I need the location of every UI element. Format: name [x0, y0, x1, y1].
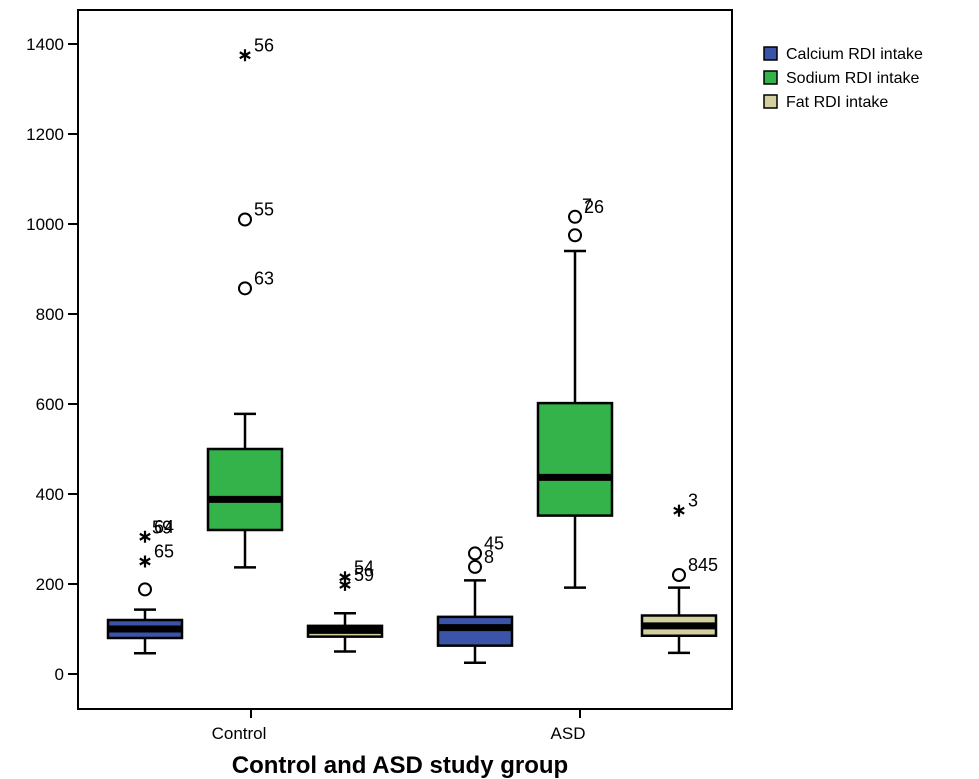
outlier-circle-marker [138, 582, 152, 597]
outlier-star-marker [239, 49, 251, 62]
iqr-box [436, 615, 514, 647]
legend-label: Sodium RDI intake [786, 70, 919, 87]
outlier-star-marker [339, 571, 351, 584]
x-axis: Control ASD [212, 709, 586, 743]
box-calcium-rdi-intake-asd: 845 [436, 533, 514, 664]
legend-swatch [763, 94, 778, 109]
outlier-case-label: 54 [354, 557, 374, 577]
box-sodium-rdi-intake-control: 63 55 56 [206, 35, 284, 569]
outlier-star-marker [139, 530, 151, 543]
outlier-case-label: 8 [484, 547, 494, 567]
outlier-circle-marker [468, 546, 482, 561]
outlier-case-label: 55 [254, 200, 274, 220]
outlier-circle-marker [568, 209, 582, 224]
box-sodium-rdi-intake-asd: 267 [536, 196, 614, 589]
outlier-circle-marker [238, 281, 252, 296]
outlier-case-label: 845 [688, 555, 718, 575]
legend-label: Calcium RDI intake [786, 46, 923, 63]
outlier-case-label: 59 [354, 565, 374, 585]
y-tick-label: 400 [36, 485, 64, 504]
y-tick-label: 800 [36, 305, 64, 324]
y-tick-label: 1400 [26, 35, 64, 54]
y-tick-label: 200 [36, 575, 64, 594]
legend-swatch [763, 46, 778, 61]
plot-frame [77, 9, 733, 710]
outlier-case-label: 59 [152, 517, 172, 537]
y-tick-label: 0 [55, 665, 64, 684]
legend-label: Fat RDI intake [786, 94, 888, 111]
outlier-case-label: 26 [584, 197, 604, 217]
outlier-circle-marker [468, 559, 482, 574]
outlier-case-label: 63 [254, 268, 274, 288]
outlier-case-label: 56 [254, 35, 274, 55]
box-fat-rdi-intake-asd: 845 3 [640, 491, 718, 655]
outlier-circle-marker [568, 228, 582, 243]
outlier-case-label: 64 [154, 517, 174, 537]
outlier-star-marker [139, 555, 151, 568]
outlier-circle-marker [672, 568, 686, 582]
iqr-box [206, 447, 284, 532]
outlier-case-label: 7 [582, 196, 592, 216]
y-tick-label: 1000 [26, 215, 64, 234]
x-tick-label: Control [212, 724, 267, 743]
y-tick-label: 600 [36, 395, 64, 414]
outlier-case-label: 3 [688, 491, 698, 511]
outlier-case-label: 65 [154, 542, 174, 562]
legend: Calcium RDI intake Sodium RDI intake Fat R… [763, 46, 923, 111]
y-tick-label: 1200 [26, 125, 64, 144]
legend-swatch [763, 70, 778, 85]
outlier-star-marker [673, 504, 685, 517]
x-tick-label: ASD [551, 724, 586, 743]
y-axis: 0 200 400 600 800 1000 1200 1400 [26, 35, 78, 684]
iqr-box [536, 401, 614, 517]
outlier-circle-marker [238, 212, 252, 227]
outlier-case-label: 45 [484, 533, 504, 553]
x-axis-title: Control and ASD study group [232, 752, 568, 779]
